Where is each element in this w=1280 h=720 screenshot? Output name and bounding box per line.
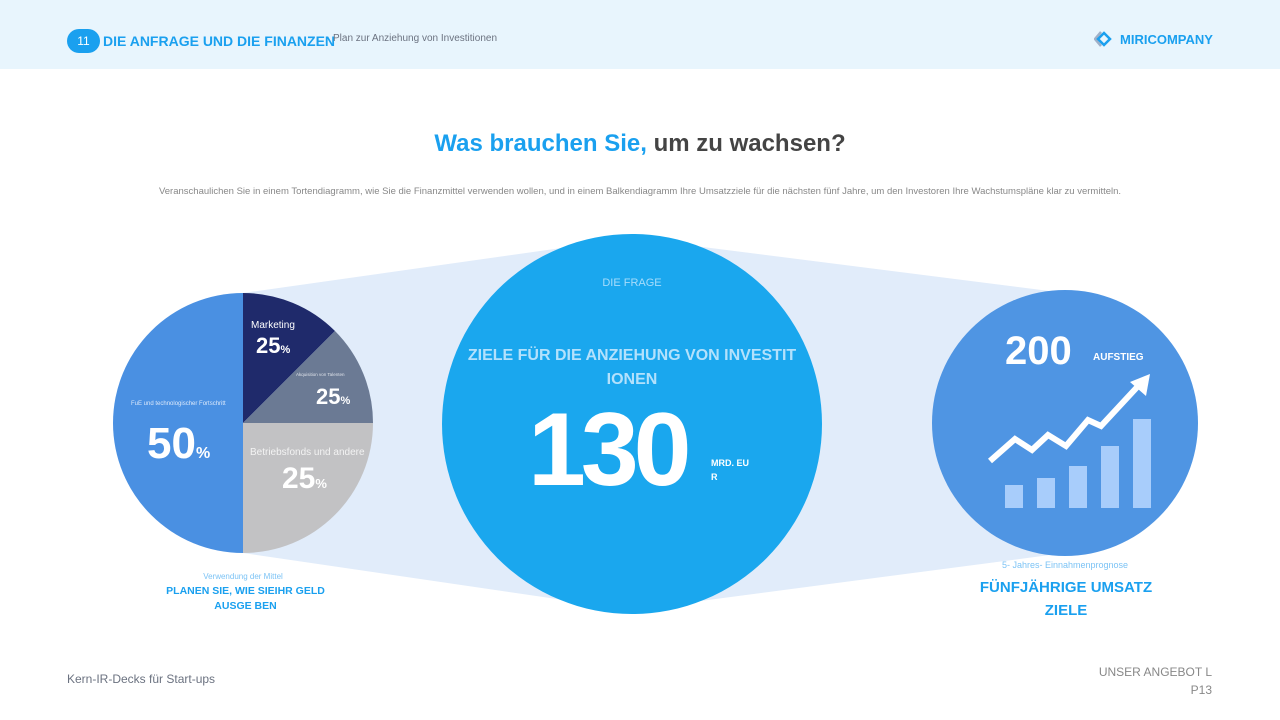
slice-value-rnd: 50% (147, 419, 211, 468)
center-label: DIE FRAGE (602, 277, 662, 289)
pie-slice-talent (243, 331, 374, 423)
slice-label-rnd: FuE und technologischer Fortschritt (131, 401, 226, 407)
center-heading: ZIELE FÜR DIE ANZIEHUNG VON INVESTITIONE… (467, 347, 797, 388)
slice-label-operating: Betriebsfonds und andere (250, 447, 365, 458)
footer-deck-name: Kern-IR-Decks für Start-ups (67, 672, 216, 686)
page-description: Veranschaulichen Sie in einem Tortendiag… (158, 186, 1122, 197)
pie-caption: PLANEN SIE, WIE SIEIHR GELD AUSGE BEN (166, 585, 325, 612)
page-title: Was brauchen Sie, um zu wachsen? (0, 130, 1280, 158)
right-caption: FÜNFJÄHRIGE UMSATZ ZIELE (979, 579, 1153, 619)
footer-page: UNSER ANGEBOT L P13 (1099, 663, 1212, 699)
title-rest: um zu wachsen? (646, 130, 846, 157)
right-caption-small: 5- Jahres- Einnahmenprognose (1001, 560, 1129, 570)
center-unit: MRD. EUR (711, 458, 749, 482)
footer-section: UNSER ANGEBOT L (1098, 665, 1212, 679)
page-label: P13 (1190, 683, 1212, 697)
center-value: 130 (528, 392, 692, 508)
center-circle (442, 234, 822, 614)
title-highlight: Was brauchen Sie, (434, 130, 647, 157)
slice-label-talent: Akquisition von Talenten (296, 372, 345, 377)
growth-value: 200 (1005, 329, 1072, 373)
arrow-head-icon (1130, 374, 1150, 396)
pie-caption-small: Verwendung der Mittel (203, 572, 283, 581)
company-logo: MIRICOMPANY (1094, 31, 1213, 47)
slice-value-talent: 25% (316, 384, 351, 409)
pie-slice-marketing (243, 292, 335, 423)
bar-chart-icon (1005, 419, 1151, 508)
logo-text: MIRICOMPANY (1120, 31, 1213, 47)
header-bar: 11 DIE ANFRAGE UND DIE FINANZEN Plan zur… (0, 0, 1280, 69)
pie-slice-operating (243, 423, 373, 553)
page-number-badge: 11 (67, 29, 100, 53)
section-subtitle: Plan zur Anziehung von Investitionen (333, 33, 497, 44)
growth-unit: AUFSTIEG (1093, 352, 1144, 363)
slice-value-marketing: 25% (256, 333, 291, 358)
section-title: DIE ANFRAGE UND DIE FINANZEN (103, 33, 336, 49)
slice-value-operating: 25% (282, 462, 327, 495)
slice-label-marketing: Marketing (251, 320, 295, 331)
pie-slice-rnd (113, 293, 243, 553)
diamond-logo-icon (1094, 31, 1112, 47)
right-circle (932, 290, 1198, 556)
trend-arrow-icon (988, 381, 1143, 464)
